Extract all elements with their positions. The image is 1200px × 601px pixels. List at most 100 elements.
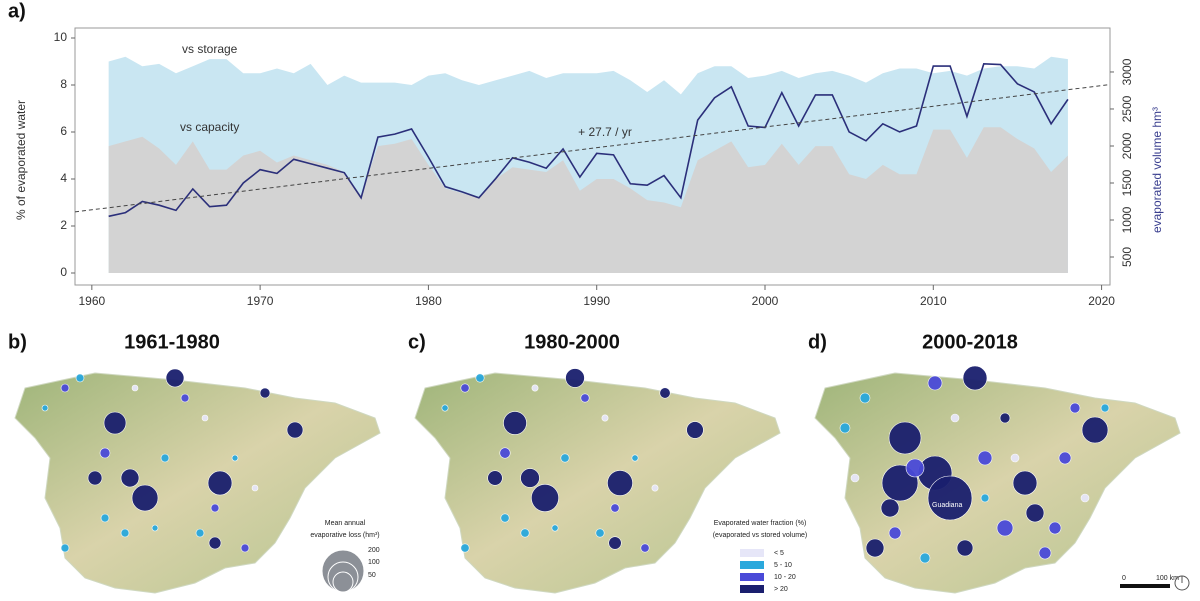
reservoir	[919, 552, 931, 564]
reservoir	[686, 421, 704, 439]
reservoir	[286, 421, 304, 439]
reservoir	[977, 450, 993, 466]
place-label: Guadiana	[932, 502, 962, 509]
y-tick-label: 8	[60, 77, 67, 91]
legend-label: > 20	[774, 586, 788, 593]
reservoir	[880, 498, 900, 518]
plot-frame	[74, 27, 1111, 286]
reservoir	[520, 468, 540, 488]
reservoir	[99, 447, 111, 459]
map-c	[414, 372, 781, 594]
reservoir	[962, 365, 988, 391]
reservoir	[950, 413, 960, 423]
annotation: vs storage	[182, 42, 238, 56]
map-title: 2000-2018	[922, 331, 1018, 353]
reservoir	[631, 454, 639, 462]
reservoir	[1081, 416, 1109, 444]
color-swatch	[740, 585, 764, 593]
legend-label: < 5	[774, 550, 784, 557]
reservoir	[927, 475, 973, 521]
y2-axis-label: evaporated volume hm³	[1150, 107, 1164, 233]
legend-title: Evaporated water fraction (%)	[714, 520, 807, 527]
reservoir	[195, 528, 205, 538]
legend-title: evaporative loss (hm³)	[310, 532, 379, 539]
y2-tick-label: 2000	[1120, 132, 1134, 159]
reservoirs	[41, 365, 1110, 564]
reservoir	[441, 404, 449, 412]
reservoir	[996, 519, 1014, 537]
legend-title: Mean annual	[325, 520, 366, 527]
reservoir	[1058, 451, 1072, 465]
reservoir	[595, 528, 605, 538]
y-axis-label: % of evaporated water	[14, 100, 28, 220]
reservoir	[610, 503, 620, 513]
panel-label: b)	[8, 331, 27, 353]
reservoir	[956, 539, 974, 557]
reservoir	[75, 373, 85, 383]
scale-label: 0	[1122, 575, 1126, 582]
panel-label: d)	[808, 331, 827, 353]
x-tick-label: 1970	[247, 294, 274, 308]
line	[108, 63, 1069, 218]
reservoir	[551, 524, 559, 532]
reservoir	[160, 453, 170, 463]
reservoir	[151, 524, 159, 532]
reservoir	[231, 454, 239, 462]
y2-tick-label: 500	[1120, 247, 1134, 267]
y-tick-label: 10	[54, 30, 68, 44]
reservoir	[103, 411, 127, 435]
x-tick-label: 2010	[920, 294, 947, 308]
annotation: + 27.7 / yr	[578, 125, 632, 139]
reservoir	[1012, 470, 1038, 496]
reservoir	[500, 513, 510, 523]
reservoir	[888, 421, 922, 455]
reservoir	[839, 422, 851, 434]
reservoir	[1069, 402, 1081, 414]
legend-label: 10 - 20	[774, 574, 796, 581]
color-swatch	[740, 561, 764, 569]
panel-label: c)	[408, 331, 426, 353]
y2-tick-label: 2500	[1120, 95, 1134, 122]
y2-tick-label: 3000	[1120, 58, 1134, 85]
reservoir	[608, 536, 622, 550]
reservoir	[999, 412, 1011, 424]
y-tick-label: 0	[60, 265, 67, 279]
reservoir	[927, 375, 943, 391]
map-title: 1961-1980	[124, 331, 220, 353]
reservoir	[460, 383, 470, 393]
reservoir	[651, 484, 659, 492]
reservoir	[131, 484, 159, 512]
reservoir	[240, 543, 250, 553]
reservoir	[1038, 546, 1052, 560]
y2-tick-label: 1000	[1120, 206, 1134, 233]
reservoir	[980, 493, 990, 503]
reservoir	[120, 528, 130, 538]
scale-label: 100 km	[1156, 575, 1179, 582]
reservoir	[580, 393, 590, 403]
area	[108, 127, 1068, 273]
x-tick-label: 2020	[1088, 294, 1115, 308]
legend-label: 200	[368, 547, 380, 554]
size-swatch	[332, 571, 354, 593]
reservoir	[165, 368, 185, 388]
reservoir	[210, 503, 220, 513]
reservoir	[1080, 493, 1090, 503]
legend-label: 5 - 10	[774, 562, 792, 569]
reservoir	[60, 383, 70, 393]
color-swatch	[740, 573, 764, 581]
reservoir	[659, 387, 671, 399]
reservoir	[499, 447, 511, 459]
reservoir	[475, 373, 485, 383]
reservoir	[531, 384, 539, 392]
reservoir	[180, 393, 190, 403]
scale-bar	[1120, 584, 1170, 588]
reservoir	[905, 458, 925, 478]
x-tick-label: 1980	[415, 294, 442, 308]
reservoir	[201, 414, 209, 422]
x-tick-label: 1990	[583, 294, 610, 308]
annotation: vs capacity	[180, 120, 239, 134]
reservoir	[460, 543, 470, 553]
y-tick-label: 2	[60, 218, 67, 232]
